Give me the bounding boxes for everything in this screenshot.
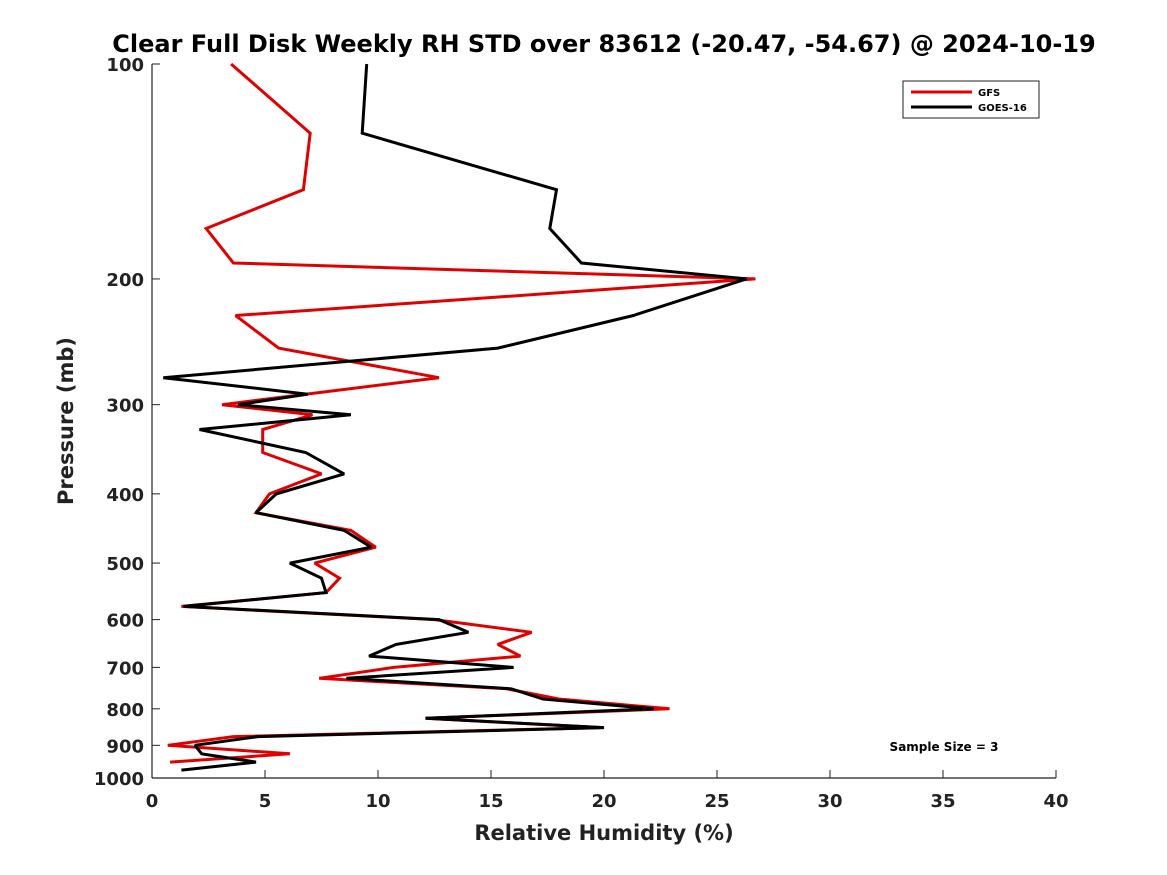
y-tick-label: 800 xyxy=(106,700,144,721)
x-tick-label: 30 xyxy=(817,791,842,812)
y-tick-label: 1000 xyxy=(94,769,144,790)
x-tick-label: 35 xyxy=(930,791,955,812)
legend-box xyxy=(902,80,1040,119)
y-axis-label: Pressure (mb) xyxy=(54,337,78,505)
chart-title: Clear Full Disk Weekly RH STD over 83612… xyxy=(112,30,1095,58)
series-line-gfs xyxy=(167,62,756,764)
sample-size-annotation: Sample Size = 3 xyxy=(890,740,999,754)
y-tick-label: 600 xyxy=(106,611,144,632)
x-tick-label: 5 xyxy=(259,791,272,812)
y-tick-label: 100 xyxy=(106,55,144,76)
y-tick-label: 200 xyxy=(106,270,144,291)
x-tick-label: 25 xyxy=(704,791,729,812)
y-ticks: 100 200 300 400 500 600 700 800 900 1000 xyxy=(94,55,160,790)
x-tick-label: 40 xyxy=(1043,791,1068,812)
y-tick-label: 300 xyxy=(106,396,144,417)
y-tick-label: 500 xyxy=(106,554,144,575)
legend-label-goes16: GOES-16 xyxy=(978,103,1027,114)
legend-label-gfs: GFS xyxy=(978,88,1000,99)
x-ticks: 0 5 10 15 20 25 30 35 40 xyxy=(146,770,1069,812)
x-tick-label: 15 xyxy=(478,791,503,812)
legend: GFS GOES-16 xyxy=(902,80,1040,119)
x-tick-label: 0 xyxy=(146,791,159,812)
y-tick-label: 700 xyxy=(106,658,144,679)
y-tick-label: 900 xyxy=(106,736,144,757)
x-axis-label: Relative Humidity (%) xyxy=(474,821,733,845)
x-tick-label: 10 xyxy=(365,791,390,812)
series-line-goes16 xyxy=(163,63,747,772)
y-tick-label: 400 xyxy=(106,485,144,506)
series-layer xyxy=(163,62,756,772)
x-tick-label: 20 xyxy=(591,791,616,812)
